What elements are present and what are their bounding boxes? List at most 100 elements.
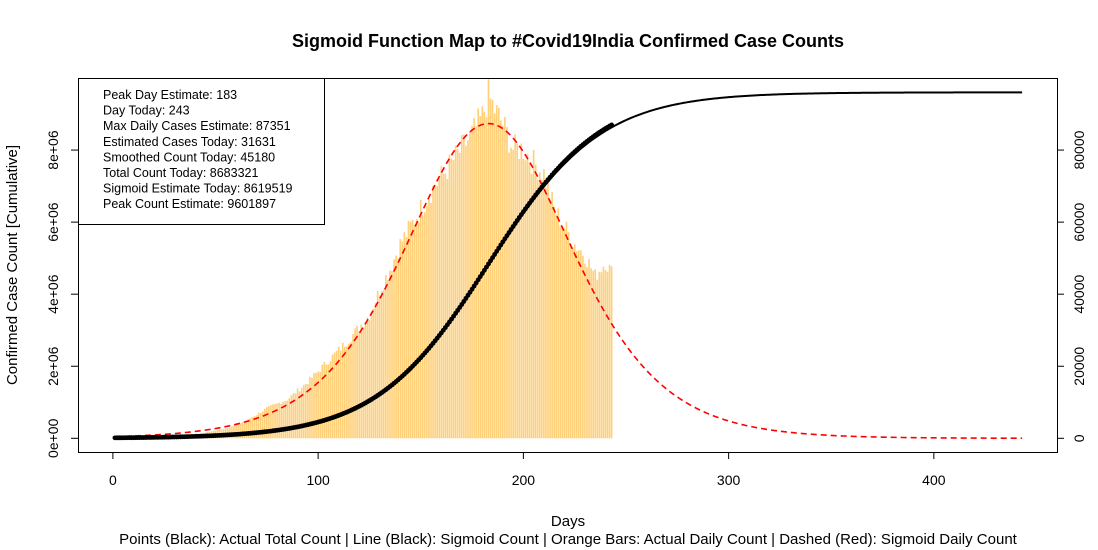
legend-line: Estimated Cases Today: 31631 (103, 135, 276, 149)
daily-count-bar (411, 219, 414, 439)
daily-count-bar (284, 400, 287, 439)
daily-count-bar (493, 113, 496, 439)
daily-count-bar (530, 173, 533, 439)
daily-count-bar (241, 422, 244, 439)
daily-count-bar (555, 214, 558, 439)
legend: Peak Day Estimate: 183 Day Today: 243Max … (78, 78, 325, 225)
daily-count-bar (350, 341, 352, 439)
daily-count-bar (473, 118, 475, 439)
daily-count-bar (304, 383, 307, 439)
y-right-tick-label: 0 (1071, 434, 1087, 442)
daily-count-bar (489, 98, 492, 439)
daily-count-bar (393, 259, 395, 439)
daily-count-bar (395, 255, 397, 439)
daily-count-bar (376, 290, 379, 439)
daily-count-bar (397, 258, 399, 439)
daily-count-bar (302, 384, 305, 439)
daily-count-bar (343, 346, 346, 439)
daily-count-bar (561, 226, 564, 439)
legend-line: Sigmoid Estimate Today: 8619519 (103, 182, 293, 196)
daily-count-bar (274, 403, 276, 439)
daily-count-bar (255, 415, 258, 439)
daily-count-bar (352, 334, 354, 439)
y-left-tick-label: 0e+00 (45, 418, 61, 458)
legend-box (78, 78, 325, 225)
daily-count-bar (374, 302, 377, 439)
daily-count-bar (584, 263, 586, 439)
daily-count-bar (440, 166, 443, 439)
daily-count-bar (315, 372, 317, 439)
daily-count-bar (518, 158, 521, 439)
daily-count-bar (268, 405, 270, 439)
daily-count-bar (380, 290, 383, 439)
daily-count-bar (506, 127, 508, 439)
daily-count-bar (421, 215, 424, 439)
daily-count-bar (391, 270, 393, 439)
daily-count-bar (294, 393, 297, 439)
daily-count-bar (528, 162, 531, 439)
daily-count-bar (372, 308, 375, 439)
daily-count-bar (424, 212, 426, 439)
daily-count-bar (483, 111, 486, 439)
daily-count-bar (446, 178, 449, 439)
daily-count-bar (237, 423, 239, 439)
daily-count-bar (235, 424, 237, 439)
daily-count-bar (245, 420, 248, 439)
daily-count-bar (532, 149, 535, 439)
x-tick-label: 100 (306, 472, 330, 488)
daily-count-bar (434, 187, 436, 439)
daily-count-bar (432, 185, 434, 439)
daily-count-bar (266, 407, 268, 439)
daily-count-bar (444, 173, 447, 439)
y-right-tick-label: 80000 (1071, 130, 1087, 169)
daily-count-bar (588, 258, 590, 439)
daily-count-bar (602, 266, 605, 439)
daily-count-bar (465, 145, 467, 439)
daily-count-bar (382, 289, 385, 439)
daily-count-bar (407, 220, 410, 439)
daily-count-bar (272, 404, 274, 439)
daily-count-bar (516, 144, 519, 439)
daily-count-bar (442, 173, 445, 439)
daily-count-bar (565, 221, 568, 439)
daily-count-bar (231, 426, 233, 439)
y-axis-left-label: Confirmed Case Count [Cumulative] (4, 145, 21, 385)
daily-count-bar (582, 255, 584, 439)
daily-count-bar (567, 232, 570, 439)
daily-count-bar (385, 275, 387, 439)
daily-count-bar (387, 280, 389, 439)
daily-count-bar (520, 143, 523, 439)
daily-count-bar (428, 199, 430, 439)
daily-count-bar (413, 224, 416, 439)
chart-subtitle: Points (Black): Actual Total Count | Lin… (119, 531, 1017, 548)
x-tick-label: 300 (717, 472, 741, 488)
daily-count-bar (249, 418, 252, 439)
daily-count-bar (337, 346, 340, 439)
daily-count-bar (415, 219, 418, 439)
daily-count-bar (247, 418, 250, 439)
x-tick-label: 200 (512, 472, 536, 488)
chart-title: Sigmoid Function Map to #Covid19India Co… (292, 31, 844, 51)
actual-count-points (112, 122, 615, 441)
daily-count-bar (364, 322, 367, 439)
daily-count-bar (356, 325, 358, 439)
daily-count-bar (311, 377, 313, 439)
daily-count-bar (543, 169, 545, 439)
daily-count-bar (448, 154, 451, 439)
legend-line: Smoothed Count Today: 45180 (103, 150, 275, 164)
daily-count-bar (368, 320, 371, 439)
y-right-tick-label: 60000 (1071, 202, 1087, 241)
daily-count-bar (280, 403, 283, 439)
daily-count-bar (495, 105, 498, 439)
daily-count-bar (606, 271, 609, 439)
daily-count-bar (329, 361, 332, 439)
daily-count-bar (508, 152, 510, 439)
daily-count-bar (309, 376, 311, 439)
daily-count-bar (463, 134, 465, 439)
daily-count-bar (282, 401, 285, 439)
daily-count-bar (307, 384, 309, 439)
daily-count-bar (419, 199, 422, 439)
daily-count-bar (487, 79, 490, 439)
daily-count-bar (288, 398, 291, 439)
